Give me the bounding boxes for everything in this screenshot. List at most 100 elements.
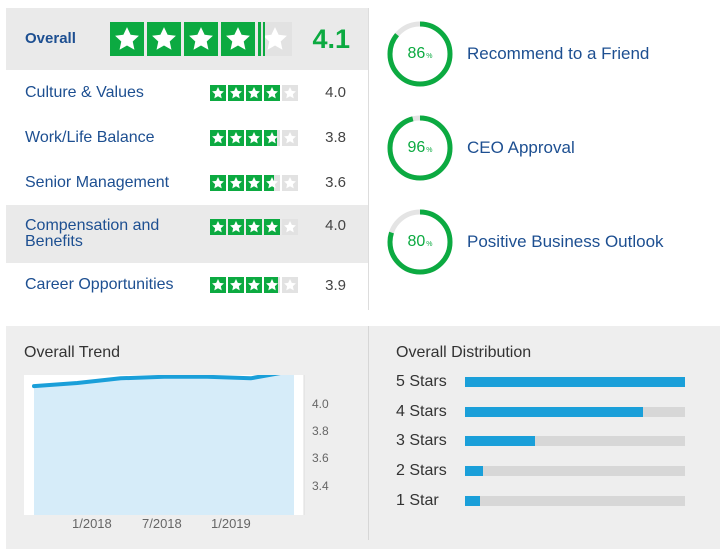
star-icon xyxy=(264,174,280,191)
distribution-title: Overall Distribution xyxy=(396,344,532,361)
rating-row-culture[interactable]: Culture & Values 4.0 xyxy=(6,70,368,115)
rating-value: 3.9 xyxy=(325,276,346,294)
x-tick-label: 1/2018 xyxy=(72,516,112,531)
star-icon xyxy=(228,277,244,293)
dist-label: 5 Stars xyxy=(396,373,447,390)
dist-label: 3 Stars xyxy=(396,432,447,449)
dist-label: 4 Stars xyxy=(396,403,447,420)
trend-title: Overall Trend xyxy=(24,344,121,361)
rating-row-compensation[interactable]: Compensation and Benefits 4.0 xyxy=(6,205,368,263)
rating-label: Career Opportunities xyxy=(25,276,174,293)
gauge-recommend[interactable]: 86% Recommend to a Friend xyxy=(386,20,706,88)
gauge-value: 80 xyxy=(407,233,426,250)
star-icon xyxy=(264,277,280,293)
star-icon xyxy=(282,219,298,235)
star-icon xyxy=(147,22,181,56)
gauge-ring: 86% xyxy=(386,20,454,88)
star-icon xyxy=(221,22,255,56)
rating-stars xyxy=(210,84,298,101)
star-icon xyxy=(184,22,218,56)
dist-label: 2 Stars xyxy=(396,462,447,479)
bottom-divider xyxy=(368,326,369,540)
rating-stars xyxy=(210,129,298,146)
star-icon xyxy=(282,174,298,191)
rating-row-career[interactable]: Career Opportunities 3.9 xyxy=(6,263,368,307)
star-icon xyxy=(110,22,144,56)
y-tick-label: 4.0 xyxy=(312,397,329,411)
star-icon xyxy=(210,174,226,191)
dist-track xyxy=(465,496,685,506)
star-icon xyxy=(264,219,280,235)
star-icon xyxy=(246,219,262,235)
gauge-label: Positive Business Outlook xyxy=(467,232,664,251)
gauge-label: Recommend to a Friend xyxy=(467,44,650,63)
x-tick-label: 7/2018 xyxy=(142,516,182,531)
dist-track xyxy=(465,436,685,446)
rating-row-senior-management[interactable]: Senior Management 3.6 xyxy=(6,160,368,205)
dist-fill xyxy=(465,377,685,387)
star-icon xyxy=(246,277,262,293)
star-icon xyxy=(246,129,262,146)
gauge-label: CEO Approval xyxy=(467,138,575,157)
rating-value: 4.0 xyxy=(325,217,346,234)
dist-fill xyxy=(465,407,644,417)
rating-stars xyxy=(210,219,298,235)
gauge-unit: % xyxy=(426,240,433,248)
gauge-progress xyxy=(387,209,453,275)
rating-row-work-life[interactable]: Work/Life Balance 3.8 xyxy=(6,115,368,160)
rating-label: Compensation and Benefits xyxy=(25,217,160,250)
y-tick-label: 3.6 xyxy=(312,451,329,465)
dist-row-3[interactable]: 3 Stars xyxy=(396,431,685,451)
rating-value: 3.8 xyxy=(325,129,346,146)
gauge-business-outlook[interactable]: 80% Positive Business Outlook xyxy=(386,208,706,276)
y-tick-label: 3.4 xyxy=(312,479,329,493)
star-icon xyxy=(264,129,280,146)
rating-value: 4.0 xyxy=(325,84,346,101)
dist-track xyxy=(465,466,685,476)
dist-track xyxy=(465,377,685,387)
star-icon xyxy=(228,129,244,146)
star-icon xyxy=(228,84,244,101)
star-icon xyxy=(282,129,298,146)
rating-label: Work/Life Balance xyxy=(25,128,155,146)
gauge-progress xyxy=(387,115,453,181)
dist-row-5[interactable]: 5 Stars xyxy=(396,372,685,392)
dist-row-1[interactable]: 1 Star xyxy=(396,491,685,511)
gauge-value: 86 xyxy=(407,45,426,62)
star-icon xyxy=(282,84,298,101)
rating-label: Senior Management xyxy=(25,173,170,191)
trend-chart[interactable] xyxy=(24,375,324,515)
star-icon xyxy=(210,129,226,146)
star-icon xyxy=(228,174,244,191)
rating-value: 3.6 xyxy=(325,174,346,191)
star-icon xyxy=(246,174,262,191)
rating-stars xyxy=(210,174,298,191)
star-icon xyxy=(282,277,298,293)
gauge-unit: % xyxy=(426,52,433,60)
star-divider xyxy=(263,22,265,56)
overall-stars xyxy=(110,22,292,56)
dist-fill xyxy=(465,466,483,476)
dist-row-2[interactable]: 2 Stars xyxy=(396,461,685,481)
gauge-progress xyxy=(387,21,453,87)
dist-fill xyxy=(465,436,536,446)
star-icon xyxy=(228,219,244,235)
star-icon xyxy=(210,277,226,293)
dist-label: 1 Star xyxy=(396,492,439,509)
trend-line xyxy=(32,375,281,389)
x-tick-label: 1/2019 xyxy=(211,516,251,531)
gauge-ring: 80% xyxy=(386,208,454,276)
gauge-ceo-approval[interactable]: 96% CEO Approval xyxy=(386,114,706,182)
dist-track xyxy=(465,407,685,417)
star-icon xyxy=(264,84,280,101)
gauge-value: 96 xyxy=(407,139,426,156)
y-tick-label: 3.8 xyxy=(312,424,329,438)
overall-rating-row[interactable]: Overall 4.1 xyxy=(6,8,368,70)
trend-area xyxy=(34,375,294,515)
star-icon xyxy=(210,84,226,101)
dist-row-4[interactable]: 4 Stars xyxy=(396,402,685,422)
star-icon xyxy=(210,219,226,235)
gauge-ring: 96% xyxy=(386,114,454,182)
rating-label: Culture & Values xyxy=(25,83,144,101)
ratings-panel: Overall 4.1 Culture & Values 4.0 Work/Li… xyxy=(6,8,368,307)
